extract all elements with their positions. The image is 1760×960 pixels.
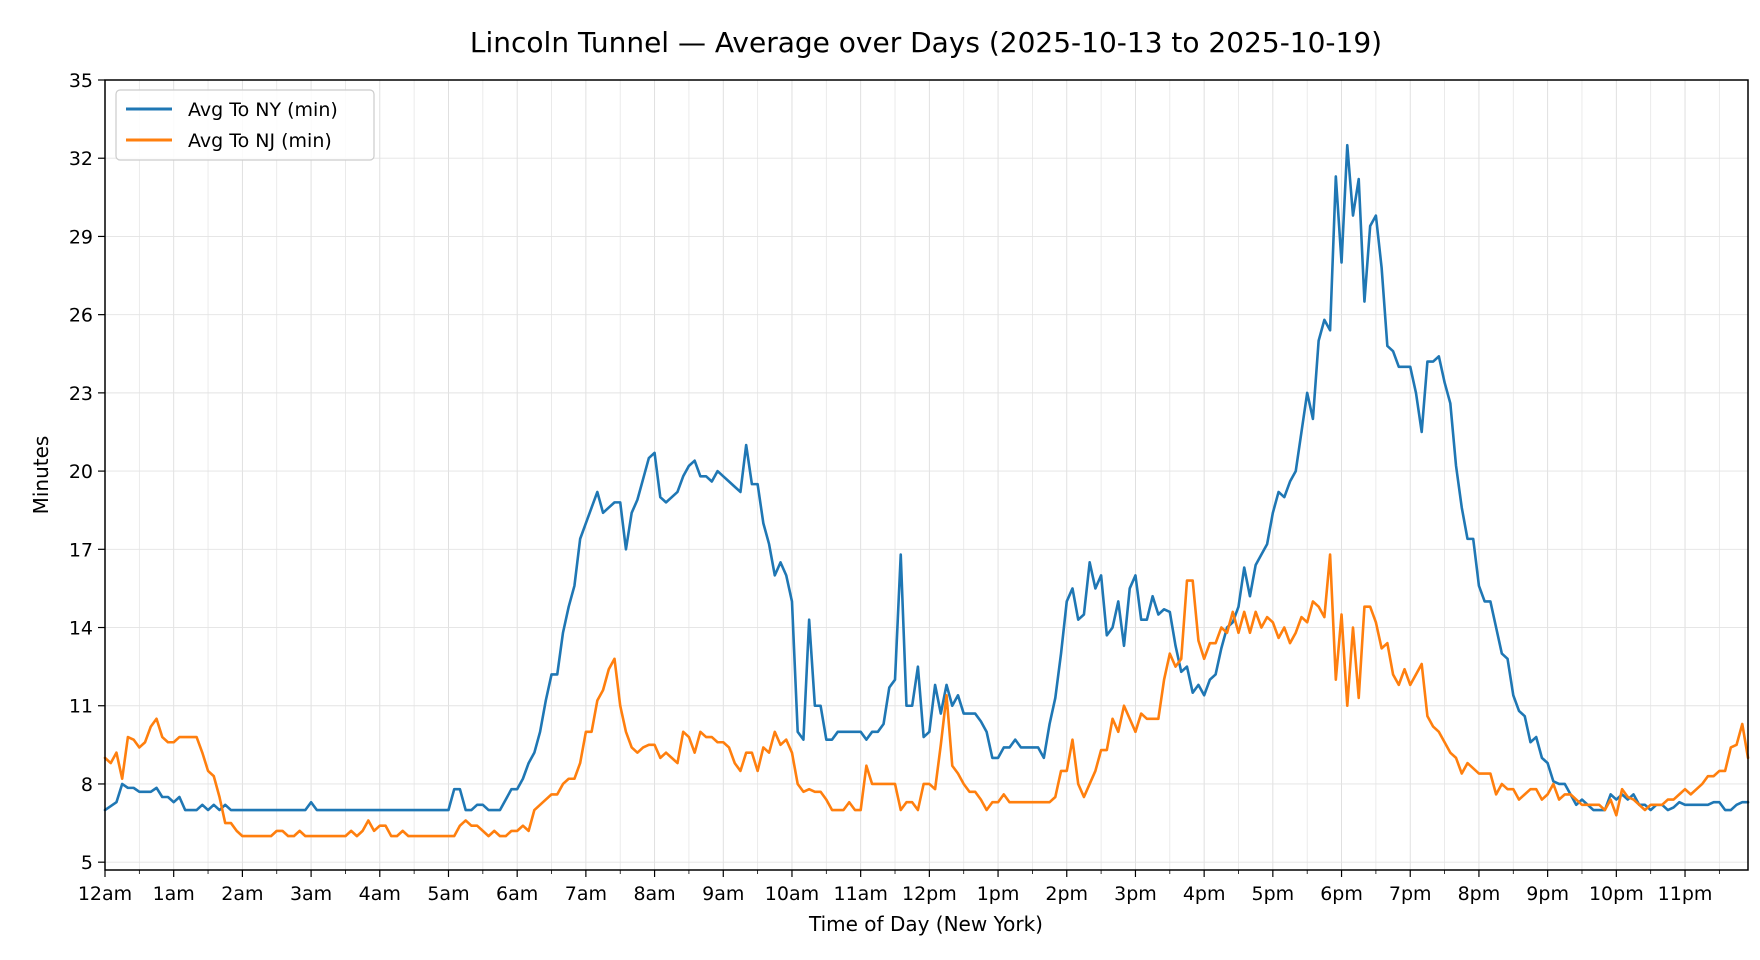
y-tick-label: 20 xyxy=(69,461,93,483)
x-tick-label: 4am xyxy=(359,883,401,905)
y-tick-label: 14 xyxy=(69,618,93,640)
x-tick-label: 11pm xyxy=(1658,883,1713,905)
series-lines xyxy=(103,143,1750,838)
y-tick-label: 29 xyxy=(69,226,93,248)
y-tick-label: 26 xyxy=(69,305,93,327)
legend-label-to-nj: Avg To NJ (min) xyxy=(188,130,332,152)
x-tick-label: 10pm xyxy=(1589,883,1644,905)
x-tick-label: 12pm xyxy=(902,883,957,905)
x-tick-label: 10am xyxy=(765,883,819,905)
y-tick-label: 32 xyxy=(69,148,93,170)
y-tick-label: 8 xyxy=(81,774,93,796)
x-tick-label: 2pm xyxy=(1045,883,1088,905)
x-axis-title: Time of Day (New York) xyxy=(808,912,1043,936)
x-tick-label: 11am xyxy=(834,883,888,905)
x-tick-label: 1pm xyxy=(977,883,1020,905)
series-line-0 xyxy=(103,143,1750,812)
x-tick-label: 9am xyxy=(702,883,744,905)
x-tick-label: 2am xyxy=(221,883,263,905)
x-tick-label: 9pm xyxy=(1526,883,1569,905)
x-tick-label: 6am xyxy=(496,883,538,905)
series-line-1 xyxy=(103,553,1750,838)
chart-title: Lincoln Tunnel — Average over Days (2025… xyxy=(470,26,1382,59)
x-tick-label: 8am xyxy=(633,883,675,905)
x-tick-label: 5am xyxy=(427,883,469,905)
x-tick-label: 4pm xyxy=(1183,883,1226,905)
x-tick-label: 1am xyxy=(153,883,195,905)
x-tick-label: 7pm xyxy=(1389,883,1432,905)
legend: Avg To NY (min) Avg To NJ (min) xyxy=(115,89,375,161)
x-axis-ticks: 12am 1am 2am 3am 4am 5am 6am 7am 8am 9am 10am 11am 1… xyxy=(78,870,1720,905)
y-tick-label: 5 xyxy=(81,852,93,874)
y-axis-title: Minutes xyxy=(29,436,53,515)
y-tick-label: 35 xyxy=(69,70,93,92)
legend-label-to-ny: Avg To NY (min) xyxy=(188,99,338,121)
y-axis-ticks: 5 8 11 14 17 20 23 26 29 32 35 xyxy=(69,70,105,874)
plot-frame xyxy=(104,79,1749,871)
x-tick-label: 8pm xyxy=(1458,883,1501,905)
y-tick-label: 17 xyxy=(69,539,93,561)
x-tick-label: 3pm xyxy=(1114,883,1157,905)
x-tick-label: 3am xyxy=(290,883,332,905)
x-tick-label: 6pm xyxy=(1320,883,1363,905)
y-tick-label: 23 xyxy=(69,383,93,405)
x-tick-label: 12am xyxy=(78,883,132,905)
y-tick-label: 11 xyxy=(69,696,93,718)
x-tick-label: 5pm xyxy=(1252,883,1295,905)
legend-box xyxy=(115,89,375,161)
x-tick-label: 7am xyxy=(565,883,607,905)
